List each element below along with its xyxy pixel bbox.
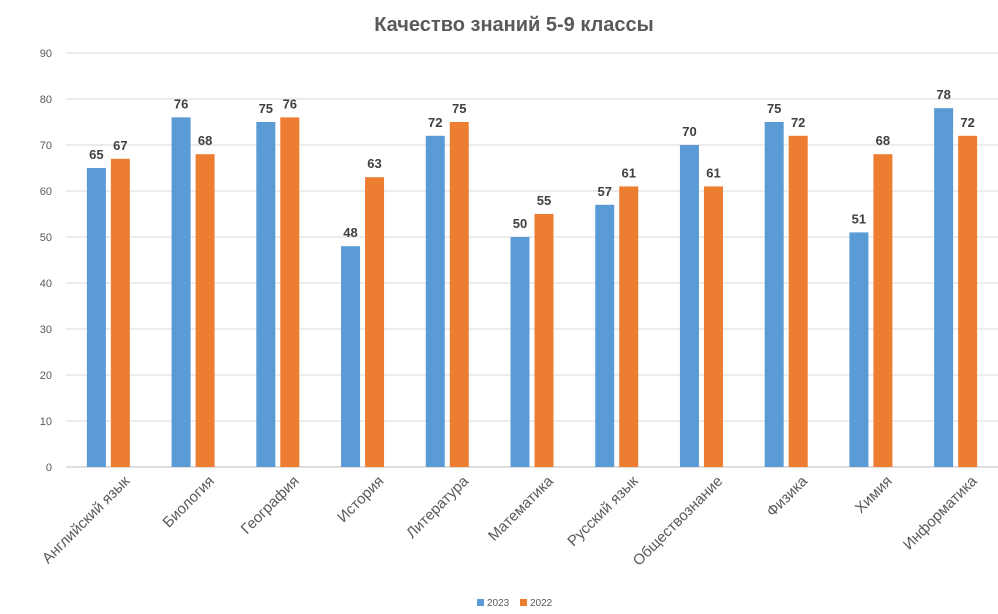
data-label: 65 [89,147,103,162]
data-label: 75 [452,101,466,116]
y-tick-label: 50 [40,232,52,244]
bar-2023 [256,122,276,467]
x-tick-label: Обществознание [630,473,727,570]
bar-2023 [425,135,445,468]
x-axis: Английский язык Биология География История Л… [39,472,981,569]
y-axis: 0 10 20 30 40 50 60 70 80 90 [40,48,52,474]
y-tick-label: 30 [40,324,52,336]
bar-2023 [510,237,530,467]
data-label: 48 [343,225,357,240]
bar-2022 [365,177,385,467]
legend-swatch [520,599,527,606]
bar-2023 [171,117,191,468]
legend-label: 2023 [487,598,510,609]
data-label: 61 [621,165,635,180]
x-tick-label: Математика [485,472,557,544]
y-tick-label: 20 [40,370,52,382]
x-tick-label: Литература [403,472,473,542]
data-label: 51 [852,211,866,226]
data-label: 61 [706,165,720,180]
data-label: 55 [537,193,551,208]
y-tick-label: 10 [40,416,52,428]
legend: 2023 2022 [477,598,553,609]
x-tick-label: Английский язык [39,473,134,568]
gridlines [66,52,998,468]
bar-2022 [110,158,130,468]
data-label: 57 [597,184,611,199]
bar-2022 [958,135,978,468]
data-label: 63 [367,156,381,171]
y-tick-label: 70 [40,140,52,152]
x-tick-label: История [334,473,387,526]
legend-label: 2022 [530,598,553,609]
x-tick-label: География [238,473,303,538]
data-label: 76 [174,96,188,111]
y-tick-label: 40 [40,278,52,290]
data-label: 75 [259,101,273,116]
bar-2022 [619,186,639,467]
bar-2022 [788,135,808,468]
bar-2022 [703,186,723,467]
data-label: 72 [428,115,442,130]
data-label: 67 [113,138,127,153]
data-label: 78 [936,87,950,102]
legend-swatch [477,599,484,606]
data-label: 72 [960,115,974,130]
data-label: 75 [767,101,781,116]
data-label: 50 [513,216,527,231]
bar-2023 [849,232,869,467]
bar-2023 [679,145,699,467]
x-tick-label: Информатика [900,472,981,553]
data-labels: 65 67 76 68 75 76 48 63 72 75 50 55 57 61 70 61 75 72 51 68… [89,87,975,240]
y-tick-label: 80 [40,94,52,106]
data-label: 76 [283,96,297,111]
y-tick-label: 90 [40,48,52,60]
bars [86,108,978,468]
x-tick-label: Русский язык [564,473,642,551]
bar-2023 [595,204,615,468]
bar-2022 [534,214,554,467]
data-label: 68 [198,133,212,148]
bar-2023 [86,168,106,467]
y-tick-label: 60 [40,186,52,198]
bar-2023 [934,108,954,467]
bar-2022 [195,154,215,467]
x-tick-label: Биология [160,473,218,531]
data-label: 72 [791,115,805,130]
bar-2023 [764,122,784,467]
x-tick-label: Химия [852,473,896,517]
bar-2022 [280,117,300,468]
data-label: 68 [876,133,890,148]
bar-2022 [449,122,469,467]
data-label: 70 [682,124,696,139]
y-tick-label: 0 [46,462,52,474]
bar-2023 [341,246,361,467]
x-tick-label: Физика [763,472,811,520]
bar-2022 [873,154,893,467]
chart-title: Качество знаний 5-9 классы [374,14,654,36]
